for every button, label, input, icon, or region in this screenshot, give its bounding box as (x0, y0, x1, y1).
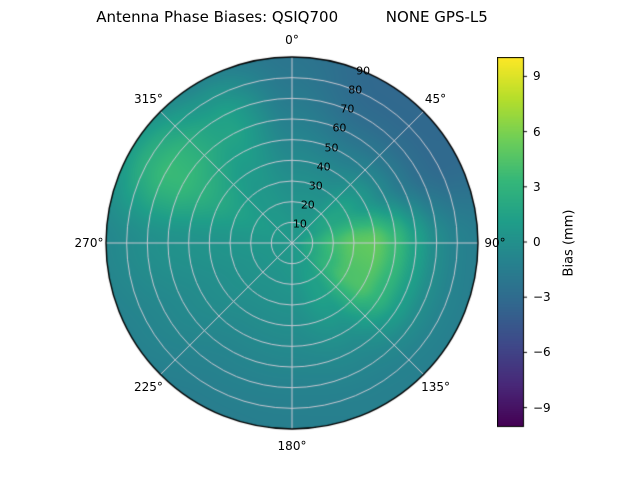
radial-tick-label-80: 80 (348, 83, 363, 97)
radial-tick-label-30: 30 (308, 179, 323, 193)
theta-tick-label-225: 225° (134, 379, 163, 394)
radial-tick-label-40: 40 (316, 160, 331, 174)
radial-tick-label-10: 10 (292, 217, 307, 231)
colorbar-tick-label--3: −3 (533, 290, 551, 305)
colorbar-tick-label-6: 6 (533, 124, 541, 139)
theta-tick-label-135: 135° (421, 379, 450, 394)
colorbar-axis-label: Bias (mm) (561, 209, 577, 277)
colorbar-tick-label--6: −6 (533, 345, 551, 360)
colorbar-tick-label--9: −9 (533, 400, 551, 415)
colorbar-canvas (497, 57, 531, 428)
radial-tick-label-70: 70 (340, 102, 355, 116)
radial-tick-label-50: 50 (324, 141, 339, 155)
theta-tick-label-315: 315° (134, 92, 163, 107)
theta-tick-label-90: 90° (484, 236, 506, 250)
radial-tick-label-60: 60 (332, 121, 347, 135)
colorbar-tick-label-0: 0 (533, 235, 541, 249)
colorbar-tick-label-9: 9 (533, 69, 541, 84)
theta-tick-label-270: 270° (74, 236, 104, 250)
theta-tick-label-0: 0° (285, 33, 299, 47)
theta-tick-label-180: 180° (277, 439, 307, 453)
chart-title: Antenna Phase Biases: QSIQ700 NONE GPS-L… (96, 8, 488, 26)
colorbar-tick-label-3: 3 (533, 179, 541, 194)
theta-tick-label-45: 45° (424, 92, 447, 107)
radial-tick-label-90: 90 (356, 64, 371, 78)
radial-tick-label-20: 20 (300, 198, 315, 212)
